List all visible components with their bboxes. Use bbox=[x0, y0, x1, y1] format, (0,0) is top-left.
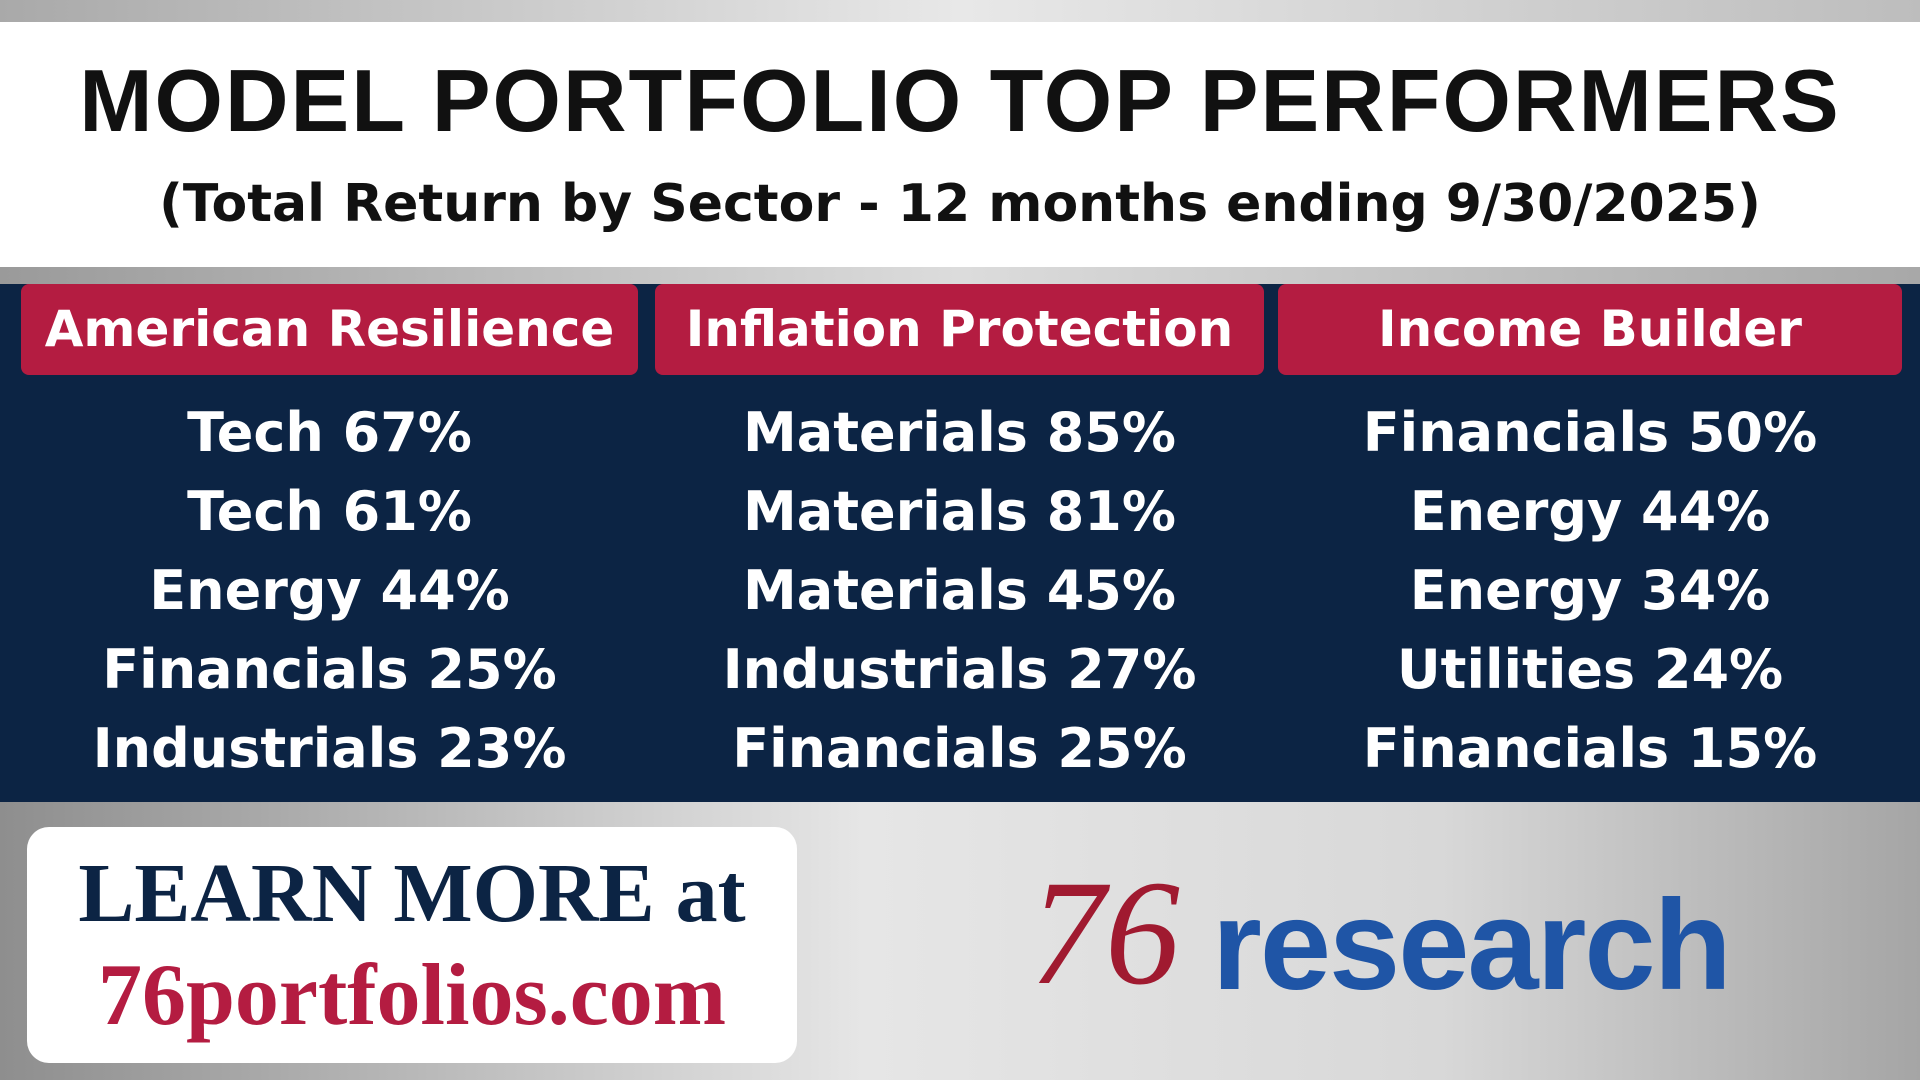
sector-return: Tech 67% bbox=[187, 401, 472, 464]
sector-return: Energy 44% bbox=[1409, 480, 1771, 543]
sector-column: Income Builder Financials 50% Energy 44% En… bbox=[1278, 284, 1902, 802]
cta-box: LEARN MORE at 76portfolios.com bbox=[27, 827, 797, 1063]
column-header: American Resilience bbox=[21, 284, 638, 375]
logo-number: 76 bbox=[1030, 850, 1180, 1016]
sector-return: Financials 15% bbox=[1362, 717, 1818, 780]
sector-return: Materials 85% bbox=[743, 401, 1176, 464]
sector-return: Financials 25% bbox=[102, 638, 557, 701]
footer: LEARN MORE at 76portfolios.com 76 resear… bbox=[0, 802, 1920, 1080]
subtitle: (Total Return by Sector - 12 months endi… bbox=[159, 174, 1761, 234]
sector-panel: American Resilience Tech 67% Tech 61% Energ… bbox=[0, 284, 1920, 802]
sector-return: Materials 81% bbox=[743, 480, 1176, 543]
title: MODEL PORTFOLIO TOP PERFORMERS bbox=[79, 51, 1841, 150]
sector-return: Tech 61% bbox=[187, 480, 472, 543]
cta-text: LEARN MORE at bbox=[78, 847, 746, 940]
column-header: Income Builder bbox=[1278, 284, 1902, 375]
header: MODEL PORTFOLIO TOP PERFORMERS (Total Re… bbox=[0, 22, 1920, 267]
logo-word: research bbox=[1212, 874, 1732, 1017]
sector-return: Energy 44% bbox=[149, 559, 510, 622]
sector-column: American Resilience Tech 67% Tech 61% Energ… bbox=[21, 284, 638, 802]
sector-return: Industrials 23% bbox=[92, 717, 567, 780]
sector-return: Materials 45% bbox=[743, 559, 1176, 622]
sector-return: Energy 34% bbox=[1409, 559, 1771, 622]
sector-return: Financials 25% bbox=[732, 717, 1187, 780]
divider bbox=[0, 267, 1920, 284]
url-link[interactable]: 76portfolios.com bbox=[97, 947, 727, 1044]
sector-column: Inflation Protection Materials 85% Materia… bbox=[655, 284, 1264, 802]
column-header: Inflation Protection bbox=[655, 284, 1264, 375]
top-band bbox=[0, 0, 1920, 22]
sector-return: Industrials 27% bbox=[722, 638, 1197, 701]
sector-return: Financials 50% bbox=[1362, 401, 1818, 464]
sector-return: Utilities 24% bbox=[1396, 638, 1784, 701]
